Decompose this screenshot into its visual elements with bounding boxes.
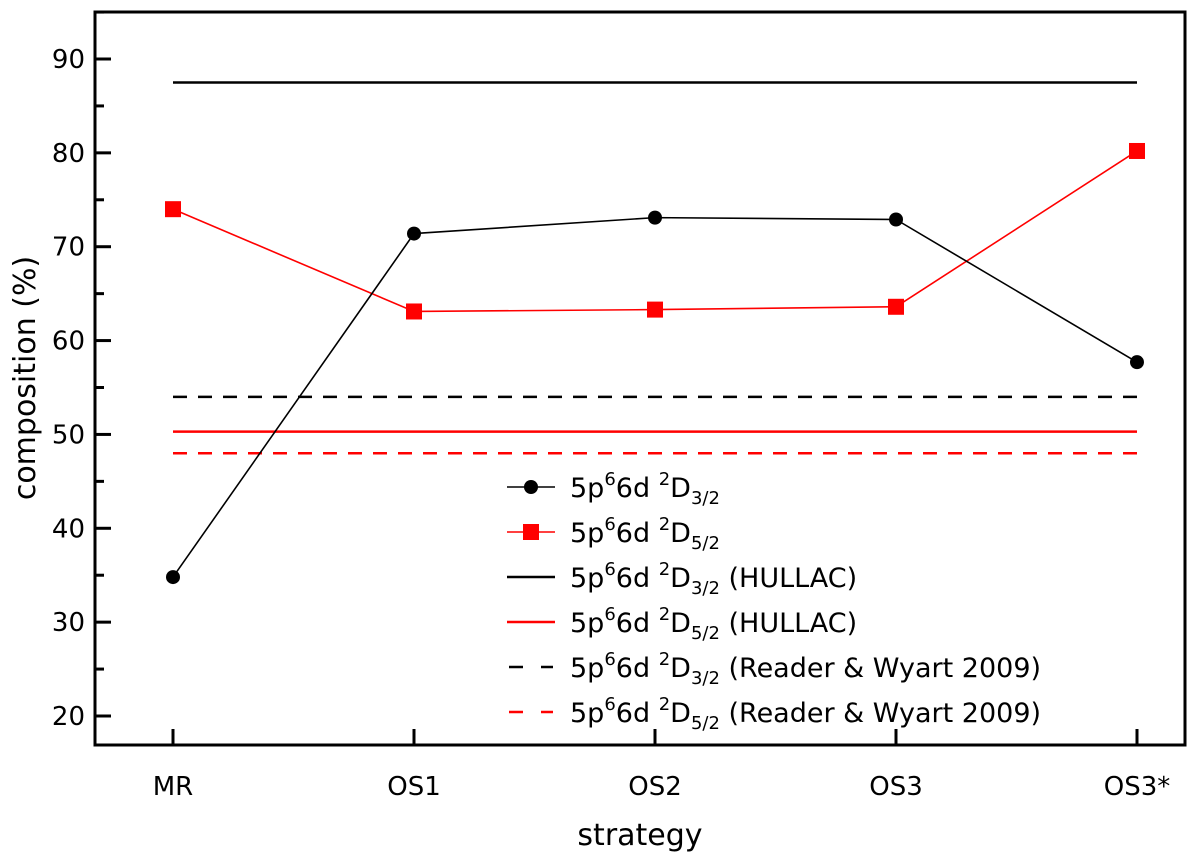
data-point-square: [165, 201, 181, 218]
data-point-circle: [889, 212, 903, 227]
x-axis-title: strategy: [577, 818, 702, 853]
y-tick-label: 70: [52, 233, 85, 263]
data-point-square: [888, 298, 904, 315]
x-tick-label: OS2: [628, 772, 682, 802]
data-point-square: [406, 303, 422, 320]
legend-label: 5p66d 2D5/2 (HULLAC): [570, 604, 857, 644]
data-point-circle: [1130, 355, 1144, 370]
y-axis-title: composition (%): [8, 256, 43, 500]
y-tick-label: 90: [52, 45, 85, 75]
data-point-circle: [648, 210, 662, 225]
series-layer: [165, 81, 1145, 585]
series-red-line: [172, 150, 1138, 313]
data-point-circle: [166, 570, 180, 585]
x-tick-label: OS3*: [1104, 772, 1171, 802]
y-tick-label: 80: [52, 139, 85, 169]
x-axis: MR OS1 OS2 OS3 OS3*: [153, 729, 1171, 802]
legend-marker-circle: [524, 480, 538, 494]
x-tick-label: OS1: [387, 772, 441, 802]
legend-label: 5p66d 2D3/2 (Reader & Wyart 2009): [570, 649, 1041, 689]
y-tick-label: 40: [52, 514, 85, 544]
legend-label: 5p66d 2D5/2 (Reader & Wyart 2009): [570, 694, 1041, 734]
legend-marker-square: [523, 524, 539, 540]
legend-label: 5p66d 2D3/2: [570, 469, 720, 509]
y-axis: 20 30 40 50 60 70 80 90: [52, 10, 111, 732]
data-point-square: [647, 301, 663, 318]
x-tick-label: OS3: [869, 772, 923, 802]
plot-frame: [93, 10, 1187, 747]
y-tick-label: 20: [52, 702, 85, 732]
data-point-circle: [407, 226, 421, 241]
x-tick-label: MR: [153, 772, 194, 802]
y-tick-label: 60: [52, 327, 85, 357]
legend-label: 5p66d 2D5/2: [570, 514, 720, 554]
data-point-square: [1129, 142, 1145, 159]
legend-label: 5p66d 2D3/2 (HULLAC): [570, 559, 857, 599]
y-tick-label: 50: [52, 420, 85, 450]
y-tick-label: 30: [52, 608, 85, 638]
legend: 5p66d 2D3/2 5p66d 2D5/2 5p66d 2D3/2 (HULLA…: [507, 469, 1041, 734]
